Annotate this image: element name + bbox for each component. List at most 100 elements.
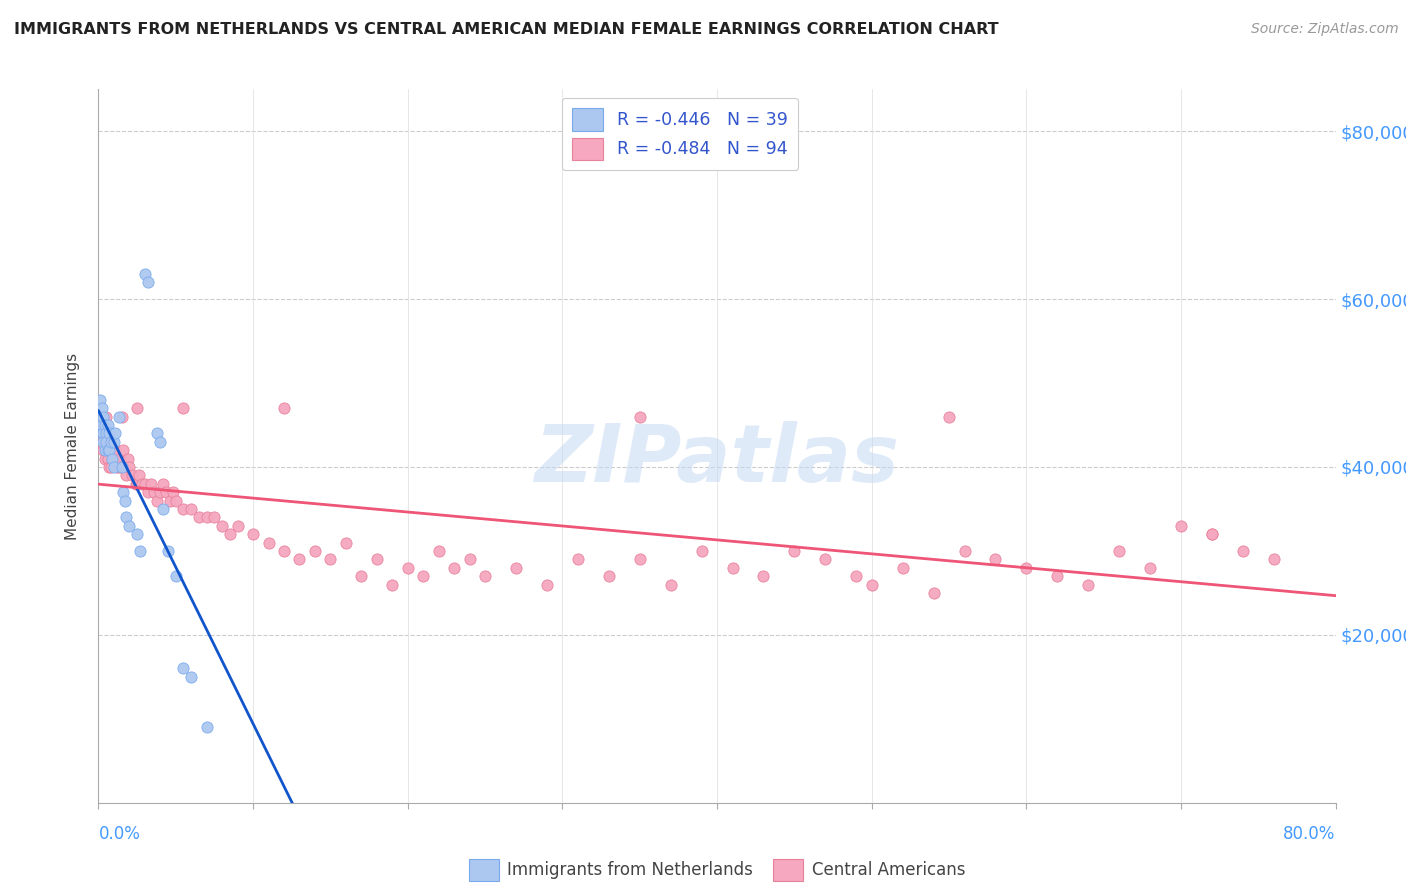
Point xyxy=(922,586,945,600)
Point xyxy=(93,417,115,432)
Point xyxy=(288,552,311,566)
Point xyxy=(628,552,651,566)
Point xyxy=(319,552,342,566)
Point xyxy=(96,434,118,449)
Point xyxy=(128,468,150,483)
Point xyxy=(1108,544,1130,558)
Point xyxy=(93,434,115,449)
Point xyxy=(180,670,202,684)
Point xyxy=(134,476,156,491)
Point xyxy=(112,443,135,458)
Point xyxy=(783,544,806,558)
Point xyxy=(953,544,976,558)
Point xyxy=(204,510,226,524)
Point xyxy=(107,409,129,424)
Point xyxy=(814,552,837,566)
Point xyxy=(96,409,118,424)
Text: 80.0%: 80.0% xyxy=(1284,825,1336,843)
Point xyxy=(91,443,114,458)
Point xyxy=(273,544,295,558)
Point xyxy=(567,552,589,566)
Point xyxy=(752,569,775,583)
Point xyxy=(97,451,120,466)
Point xyxy=(91,409,114,424)
Text: ZIPatlas: ZIPatlas xyxy=(534,421,900,500)
Point xyxy=(273,401,295,416)
Point xyxy=(628,409,651,424)
Point xyxy=(1201,527,1223,541)
Point xyxy=(149,485,172,500)
Point xyxy=(89,392,111,407)
Point xyxy=(103,451,125,466)
Point xyxy=(155,485,177,500)
Legend: Immigrants from Netherlands, Central Americans: Immigrants from Netherlands, Central Ame… xyxy=(463,853,972,888)
Point xyxy=(96,426,118,441)
Point xyxy=(366,552,388,566)
Point xyxy=(304,544,326,558)
Point xyxy=(131,476,153,491)
Point xyxy=(458,552,481,566)
Point xyxy=(143,485,166,500)
Text: 0.0%: 0.0% xyxy=(98,825,141,843)
Point xyxy=(108,451,131,466)
Point xyxy=(115,468,138,483)
Point xyxy=(112,485,135,500)
Point xyxy=(105,460,128,475)
Point xyxy=(536,577,558,591)
Point xyxy=(1232,544,1254,558)
Point xyxy=(1015,560,1038,574)
Point xyxy=(1170,518,1192,533)
Point xyxy=(157,544,180,558)
Point xyxy=(111,460,134,475)
Point xyxy=(412,569,434,583)
Point xyxy=(111,409,134,424)
Point xyxy=(659,577,682,591)
Point xyxy=(136,275,159,289)
Point xyxy=(159,493,181,508)
Point xyxy=(114,493,136,508)
Point xyxy=(1077,577,1099,591)
Point xyxy=(127,401,149,416)
Point xyxy=(118,518,141,533)
Point xyxy=(690,544,713,558)
Point xyxy=(1201,527,1223,541)
Point xyxy=(721,560,744,574)
Point xyxy=(100,434,122,449)
Point xyxy=(173,661,195,675)
Point xyxy=(938,409,960,424)
Point xyxy=(111,460,134,475)
Point xyxy=(257,535,280,549)
Point xyxy=(146,493,169,508)
Point xyxy=(173,502,195,516)
Point xyxy=(242,527,264,541)
Point xyxy=(91,434,114,449)
Point xyxy=(129,544,152,558)
Point xyxy=(100,460,122,475)
Point xyxy=(121,468,143,483)
Point xyxy=(90,434,112,449)
Point xyxy=(165,569,187,583)
Point xyxy=(115,510,138,524)
Point xyxy=(90,417,112,432)
Point xyxy=(152,476,174,491)
Point xyxy=(103,434,125,449)
Point xyxy=(427,544,450,558)
Point xyxy=(114,460,136,475)
Y-axis label: Median Female Earnings: Median Female Earnings xyxy=(65,352,80,540)
Point xyxy=(1139,560,1161,574)
Point xyxy=(98,443,121,458)
Point xyxy=(134,267,156,281)
Point xyxy=(117,451,139,466)
Point xyxy=(1263,552,1285,566)
Point xyxy=(335,535,357,549)
Point xyxy=(173,401,195,416)
Point xyxy=(93,451,115,466)
Point xyxy=(136,485,159,500)
Point xyxy=(195,720,218,734)
Point xyxy=(152,502,174,516)
Point xyxy=(127,476,149,491)
Point xyxy=(90,401,112,416)
Point xyxy=(474,569,496,583)
Point xyxy=(97,443,120,458)
Point xyxy=(165,493,187,508)
